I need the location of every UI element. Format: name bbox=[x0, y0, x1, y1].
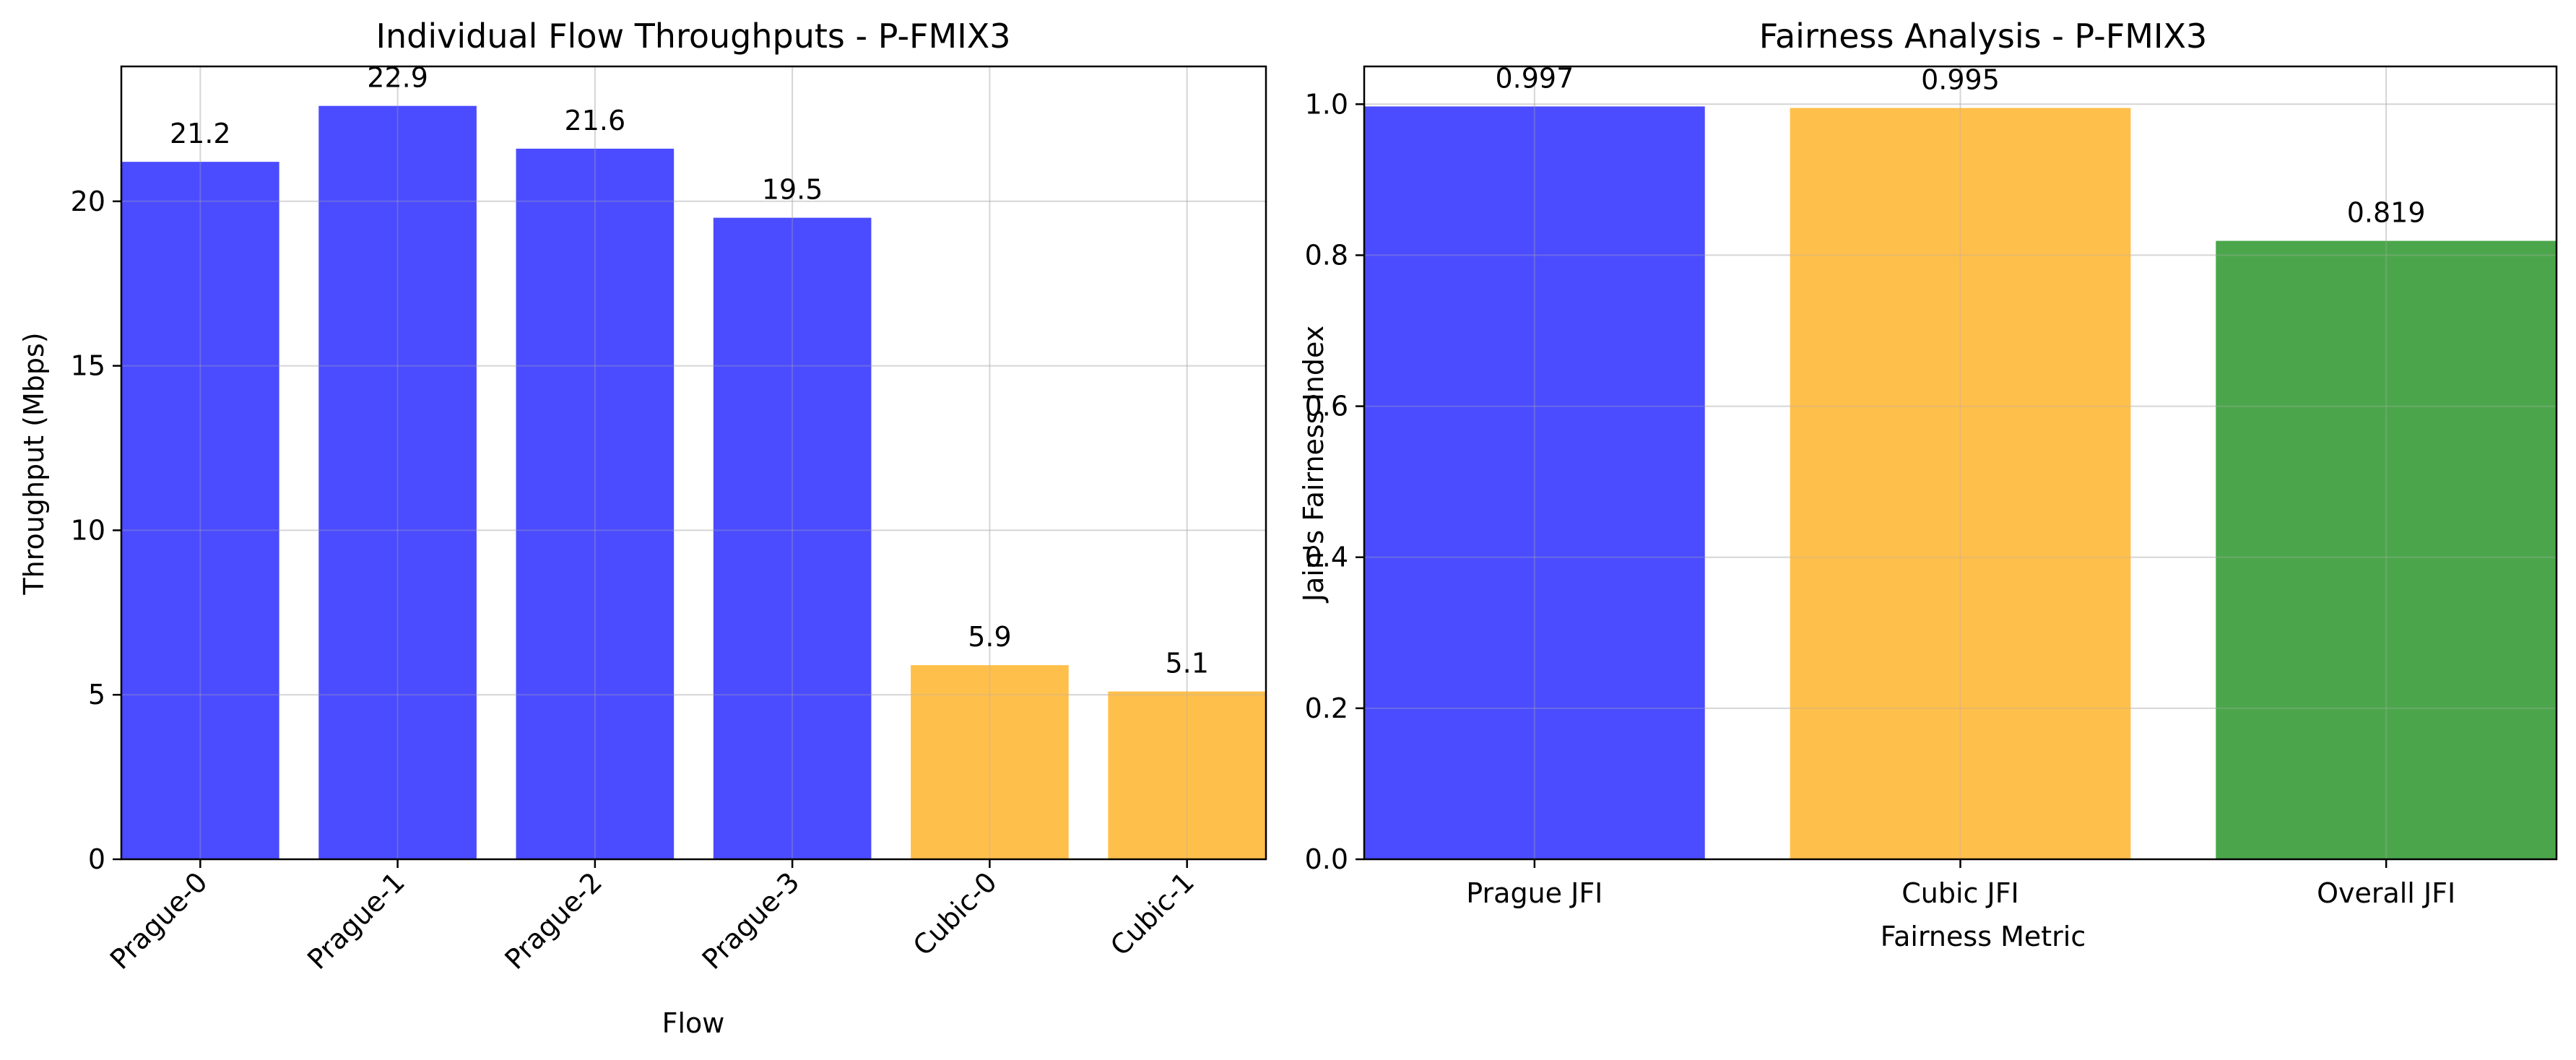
bar bbox=[318, 105, 477, 859]
x-axis-label: Flow bbox=[662, 1007, 725, 1039]
fairness-chart: Fairness Analysis - P-FMIX3 Fairness Met… bbox=[1298, 17, 2558, 952]
y-tick-label: 0.0 bbox=[1305, 843, 1348, 875]
x-tick-label: Prague-2 bbox=[498, 866, 608, 976]
grid bbox=[121, 66, 1266, 860]
data-label: 0.819 bbox=[2347, 197, 2426, 229]
x-tick-label: Cubic-0 bbox=[907, 866, 1003, 962]
y-tick-label: 0.2 bbox=[1305, 692, 1348, 724]
bar bbox=[1790, 108, 2131, 859]
bar bbox=[1108, 691, 1266, 859]
x-tick-label: Prague-1 bbox=[301, 866, 411, 976]
y-tick-label: 0 bbox=[88, 843, 105, 875]
data-label: 5.9 bbox=[968, 621, 1011, 653]
plot-frame bbox=[120, 65, 1267, 861]
data-label: 0.995 bbox=[1921, 64, 2000, 96]
x-tick-label: Prague-0 bbox=[104, 866, 214, 976]
y-tick-label: 10 bbox=[71, 514, 105, 546]
plot-frame bbox=[1363, 65, 2558, 861]
y-tick-label: 1.0 bbox=[1305, 88, 1348, 120]
data-label: 5.1 bbox=[1165, 648, 1208, 679]
x-tick-label: Prague-3 bbox=[696, 866, 806, 976]
x-tick-label: Overall JFI bbox=[2317, 877, 2455, 909]
x-tick-label: Cubic-1 bbox=[1104, 866, 1200, 962]
x-tick-label: Prague JFI bbox=[1466, 877, 1603, 909]
bar bbox=[1364, 106, 1705, 859]
bar bbox=[516, 148, 675, 860]
y-tick-label: 0.4 bbox=[1305, 542, 1348, 573]
chart-title: Individual Flow Throughputs - P-FMIX3 bbox=[376, 17, 1010, 56]
bar bbox=[713, 217, 872, 859]
y-tick-label: 15 bbox=[71, 350, 105, 382]
x-axis-label: Fairness Metric bbox=[1881, 921, 2086, 952]
x-tick-label: Cubic JFI bbox=[1901, 877, 2019, 909]
chart-title: Fairness Analysis - P-FMIX3 bbox=[1759, 17, 2208, 56]
data-label: 21.2 bbox=[170, 118, 231, 149]
data-label: 21.6 bbox=[565, 105, 626, 136]
y-tick-label: 0.8 bbox=[1305, 239, 1348, 271]
y-axis-label: Jain's Fairness Index bbox=[1298, 326, 1330, 603]
bar bbox=[121, 162, 279, 859]
bar bbox=[2216, 240, 2557, 859]
data-label: 19.5 bbox=[762, 174, 823, 206]
y-tick-label: 20 bbox=[71, 186, 105, 217]
y-tick-label: 5 bbox=[88, 679, 105, 711]
y-axis-label: Throughput (Mbps) bbox=[18, 332, 50, 595]
data-label: 0.997 bbox=[1495, 62, 1574, 94]
throughput-chart: Individual Flow Throughputs - P-FMIX3 Fl… bbox=[18, 17, 1267, 1039]
grid-overlay bbox=[121, 66, 1266, 860]
bar bbox=[911, 665, 1069, 859]
y-tick-label: 0.6 bbox=[1305, 391, 1348, 422]
